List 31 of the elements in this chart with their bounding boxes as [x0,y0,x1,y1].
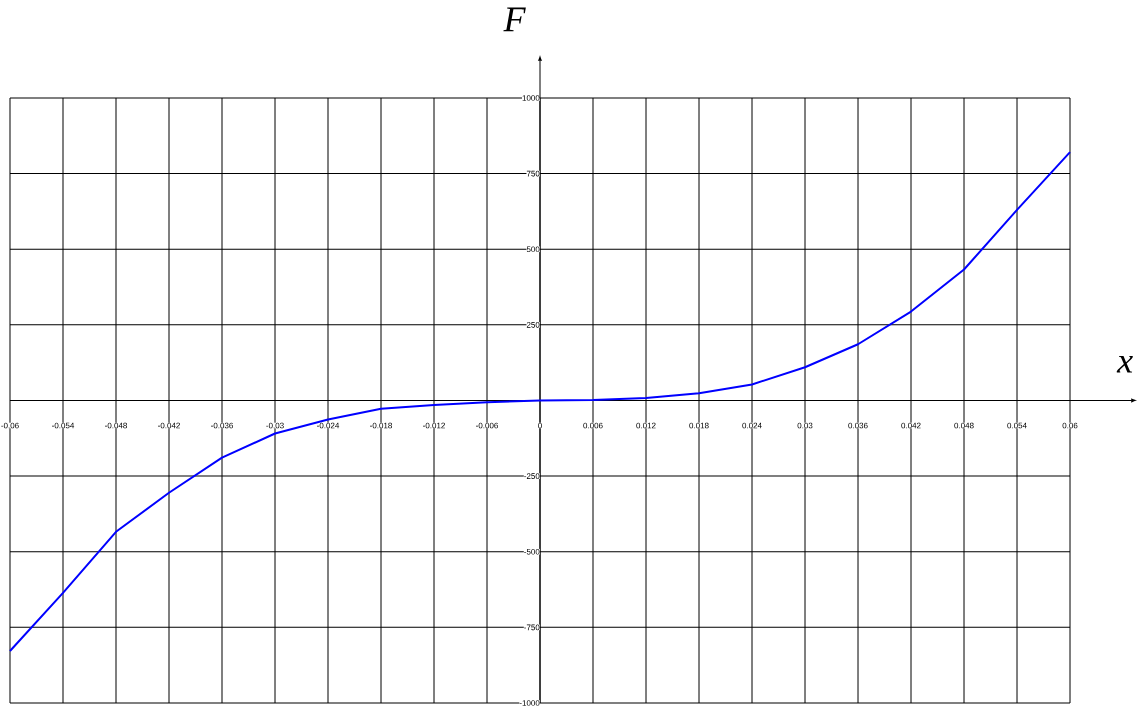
x-tick-label: -0.054 [52,422,75,429]
x-tick-label: -0.024 [317,422,340,429]
x-tick-label: -0.06 [1,422,19,429]
x-tick-label: -0.042 [158,422,180,429]
x-tick-label: -0.03 [266,422,284,429]
x-tick-label: -0.018 [370,422,392,429]
y-tick-label: -250 [524,473,540,479]
x-tick-label: 0.06 [1062,422,1078,429]
y-tick-label: -1000 [519,700,540,706]
x-tick-label: 0.018 [689,422,709,429]
x-tick-label: 0.054 [1007,422,1027,429]
x-tick-label: 0.048 [954,422,974,429]
y-tick-label: 750 [526,170,540,177]
x-tick-label: -0.048 [105,422,127,429]
x-tick-label: 0.012 [636,422,656,429]
x-tick-label: -0.036 [211,422,233,429]
x-tick-label: -0.006 [476,422,498,429]
y-tick-label: -750 [524,624,540,631]
x-tick-label: 0.03 [797,422,813,429]
y-tick-label: -500 [524,548,540,555]
x-tick-label: 0.042 [901,422,921,429]
x-tick-label: 0 [538,422,542,429]
y-tick-label: 500 [526,246,540,253]
x-tick-label: 0.024 [742,422,762,429]
y-tick-label: 1000 [522,95,540,101]
y-axis-title: F [503,7,526,32]
x-tick-label: 0.006 [583,422,603,429]
x-axis-title: x [1116,355,1133,373]
y-tick-label: 250 [526,322,540,328]
x-tick-label: -0.012 [423,422,445,429]
x-tick-label: 0.036 [848,422,868,429]
